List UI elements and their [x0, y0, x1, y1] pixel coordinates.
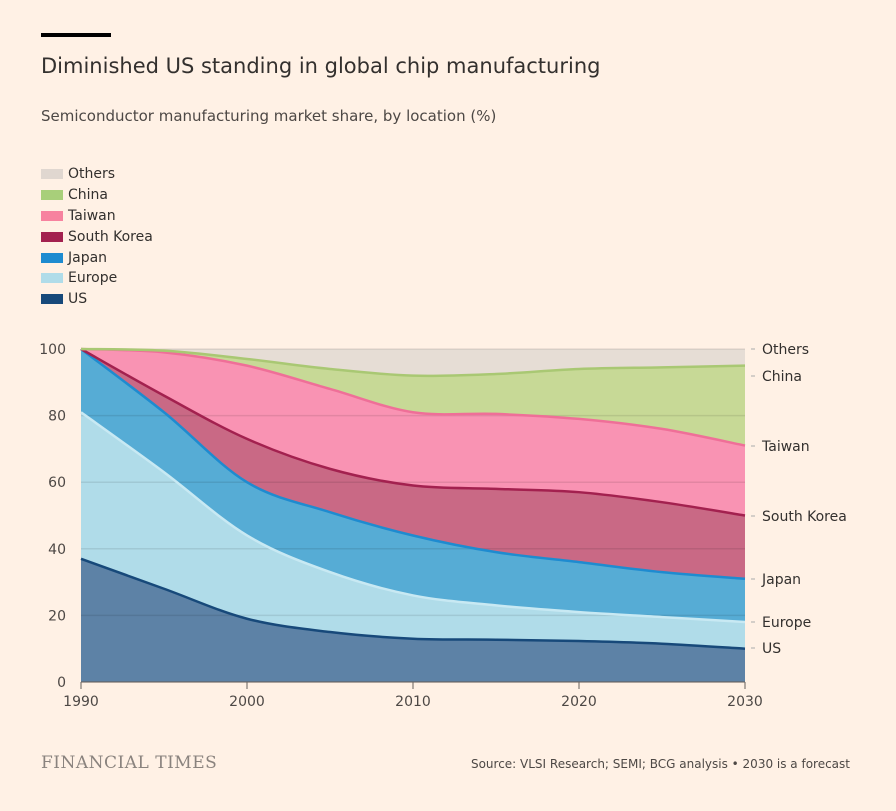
legend-label: Japan: [68, 249, 108, 266]
line-japan: [80, 348, 746, 581]
series-label: Japan: [761, 572, 801, 588]
area-europe: [81, 412, 745, 649]
legend-label: Others: [68, 166, 116, 183]
legend-swatch: [41, 169, 63, 180]
area-china: [81, 349, 745, 446]
legend-item: Japan: [41, 247, 153, 268]
legend-label: Taiwan: [68, 207, 116, 224]
legend: Others China Taiwan South Korea Japan Europe U…: [41, 164, 153, 310]
area-others: [81, 349, 745, 376]
legend-item: China: [41, 185, 153, 206]
legend-item: US: [41, 289, 153, 310]
legend-swatch: [41, 210, 63, 221]
legend-label: Europe: [68, 270, 118, 287]
legend-swatch: [41, 231, 63, 242]
header-bar: [41, 33, 111, 37]
series-label: US: [762, 641, 781, 657]
line-china: [80, 347, 746, 378]
legend-item: South Korea: [41, 226, 153, 247]
line-europe: [80, 411, 746, 624]
series-label: Europe: [762, 615, 811, 631]
x-tick-label: 2030: [727, 694, 763, 710]
legend-item: Europe: [41, 268, 153, 289]
area-us: [81, 558, 745, 682]
line-taiwan: [80, 347, 746, 447]
line-south-korea: [80, 347, 746, 517]
series-label: Others: [762, 342, 809, 358]
line-us: [80, 557, 746, 650]
y-tick-label: 20: [48, 608, 66, 624]
y-tick-label: 60: [48, 475, 66, 491]
legend-label: South Korea: [68, 228, 153, 245]
series-label: China: [762, 369, 802, 385]
source-note: Source: VLSI Research; SEMI; BCG analysi…: [470, 757, 850, 771]
legend-label: US: [68, 291, 88, 308]
legend-item: Taiwan: [41, 206, 153, 227]
y-tick-label: 40: [48, 542, 66, 558]
y-tick-label: 0: [57, 675, 66, 691]
y-tick-label: 80: [48, 409, 66, 425]
legend-swatch: [41, 273, 63, 284]
legend-swatch: [41, 294, 63, 305]
area-japan: [81, 349, 745, 623]
area-taiwan: [81, 349, 745, 516]
area-south-korea: [81, 349, 745, 579]
x-tick-label: 2010: [395, 694, 431, 710]
legend-label: China: [68, 187, 108, 204]
x-tick-label: 2000: [229, 694, 265, 710]
legend-swatch: [41, 252, 63, 263]
ft-logo: FINANCIAL TIMES: [41, 753, 218, 773]
series-label: South Korea: [762, 509, 847, 525]
x-tick-label: 2020: [561, 694, 597, 710]
x-tick-label: 1990: [63, 694, 99, 710]
y-tick-label: 100: [39, 342, 66, 358]
legend-swatch: [41, 190, 63, 201]
series-label: Taiwan: [761, 439, 810, 455]
chart-title: Diminished US standing in global chip ma…: [41, 54, 601, 78]
legend-item: Others: [41, 164, 153, 185]
chart-subtitle: Semiconductor manufacturing market share…: [41, 107, 497, 125]
